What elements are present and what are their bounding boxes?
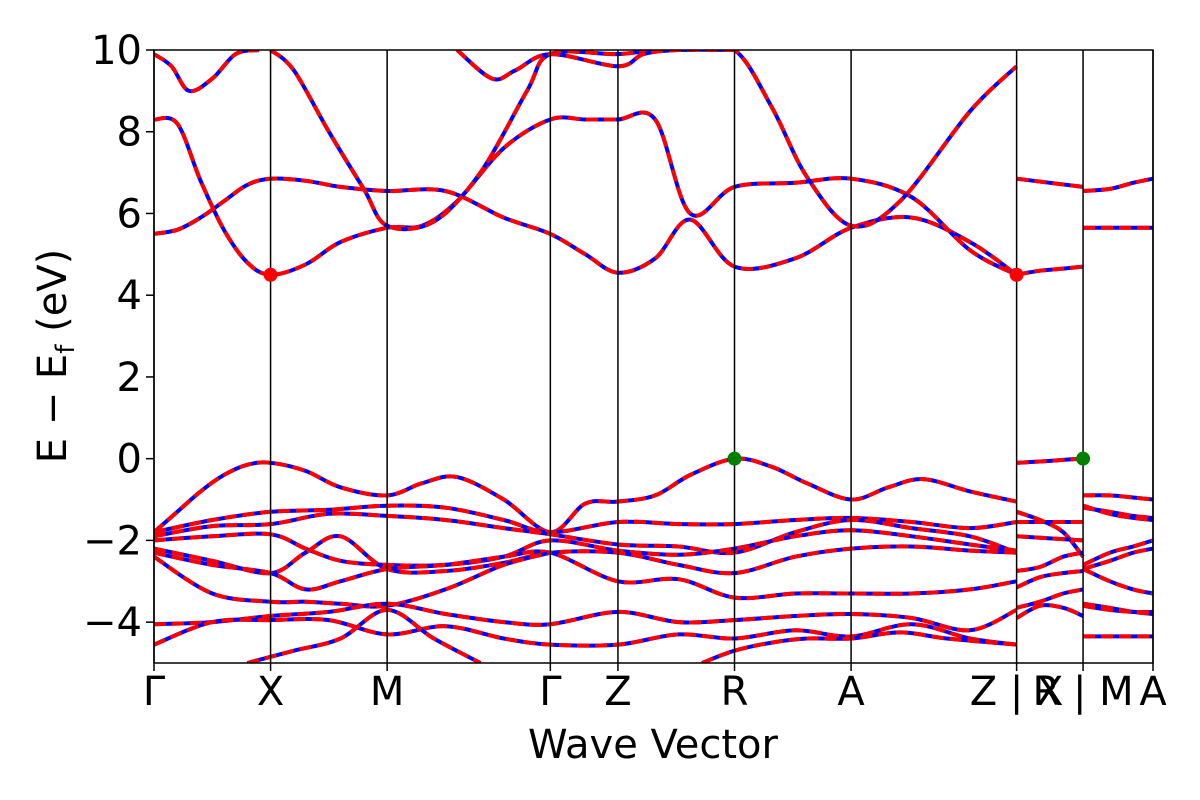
band-line — [1082, 176, 1153, 193]
y-tick-label: 0 — [117, 437, 142, 483]
x-tick-label: A — [837, 669, 865, 715]
x-tick-label: Γ — [143, 669, 166, 715]
cbm-marker — [263, 267, 278, 282]
band-line — [1083, 493, 1153, 502]
band-line — [154, 616, 1017, 648]
band-line — [269, 50, 1018, 232]
band-line — [1015, 569, 1084, 590]
y-axis-title-subscript: f — [51, 344, 81, 354]
band-line — [154, 176, 1018, 277]
x-tick-label: Z | X — [970, 669, 1064, 715]
plot-frame — [153, 49, 1154, 664]
x-tick-label: Z — [604, 669, 631, 715]
band-line — [701, 630, 1017, 663]
x-tick-label: R | M — [1032, 669, 1133, 715]
band-line — [1016, 534, 1084, 543]
band-line-blue — [1015, 509, 1085, 558]
band-line — [154, 511, 1018, 556]
band-line — [246, 607, 482, 663]
band-line — [1082, 538, 1153, 567]
x-tick-label: X — [257, 669, 284, 715]
band-line — [154, 549, 1017, 601]
y-tick-label: −2 — [83, 518, 142, 564]
band-line — [154, 456, 1018, 535]
y-tick-label: −4 — [83, 600, 142, 646]
vbm-marker — [1076, 451, 1091, 466]
band-line — [1015, 509, 1085, 558]
y-tick-label: 10 — [91, 28, 142, 74]
band-line-blue — [154, 110, 1018, 277]
band-line — [1082, 603, 1153, 615]
band-edge-markers — [263, 267, 1091, 466]
band-line — [1015, 603, 1084, 620]
y-tick-label: 8 — [117, 110, 142, 156]
cbm-marker — [1009, 267, 1024, 282]
band-line — [154, 601, 1018, 633]
band-line — [154, 550, 551, 609]
x-tick-label: R — [721, 669, 749, 715]
band-line — [154, 503, 1017, 535]
y-axis-title-unit: (eV) — [30, 249, 76, 345]
band-line — [1016, 176, 1084, 189]
band-line-blue — [154, 176, 1018, 277]
y-axis-ticks: −4 −2 0 2 4 6 8 10 — [83, 28, 154, 646]
x-tick-label: Γ — [539, 669, 562, 715]
band-line — [1082, 546, 1153, 571]
band-line — [1016, 587, 1084, 610]
band-line — [1016, 550, 1084, 573]
band-line-blue — [154, 549, 1017, 601]
y-axis-title: E − Ef (eV) — [30, 249, 81, 464]
band-line — [1016, 456, 1084, 465]
band-line — [1016, 264, 1084, 277]
y-axis-title-main: E − E — [30, 354, 76, 464]
high-symmetry-lines — [153, 50, 1154, 663]
band-line — [1082, 503, 1153, 522]
y-tick-label: 4 — [117, 273, 142, 319]
y-tick-label: 6 — [117, 191, 142, 237]
band-line-blue — [269, 50, 1018, 232]
x-axis-title: Wave Vector — [528, 722, 779, 768]
bands-layer — [154, 50, 1153, 663]
vbm-marker — [727, 451, 742, 466]
band-line-blue — [154, 50, 260, 94]
band-line — [1082, 567, 1153, 596]
x-tick-label: M — [370, 669, 405, 715]
x-tick-label: A — [1139, 669, 1167, 715]
band-line — [154, 110, 1018, 277]
band-line — [154, 50, 260, 94]
y-tick-label: 2 — [117, 355, 142, 401]
